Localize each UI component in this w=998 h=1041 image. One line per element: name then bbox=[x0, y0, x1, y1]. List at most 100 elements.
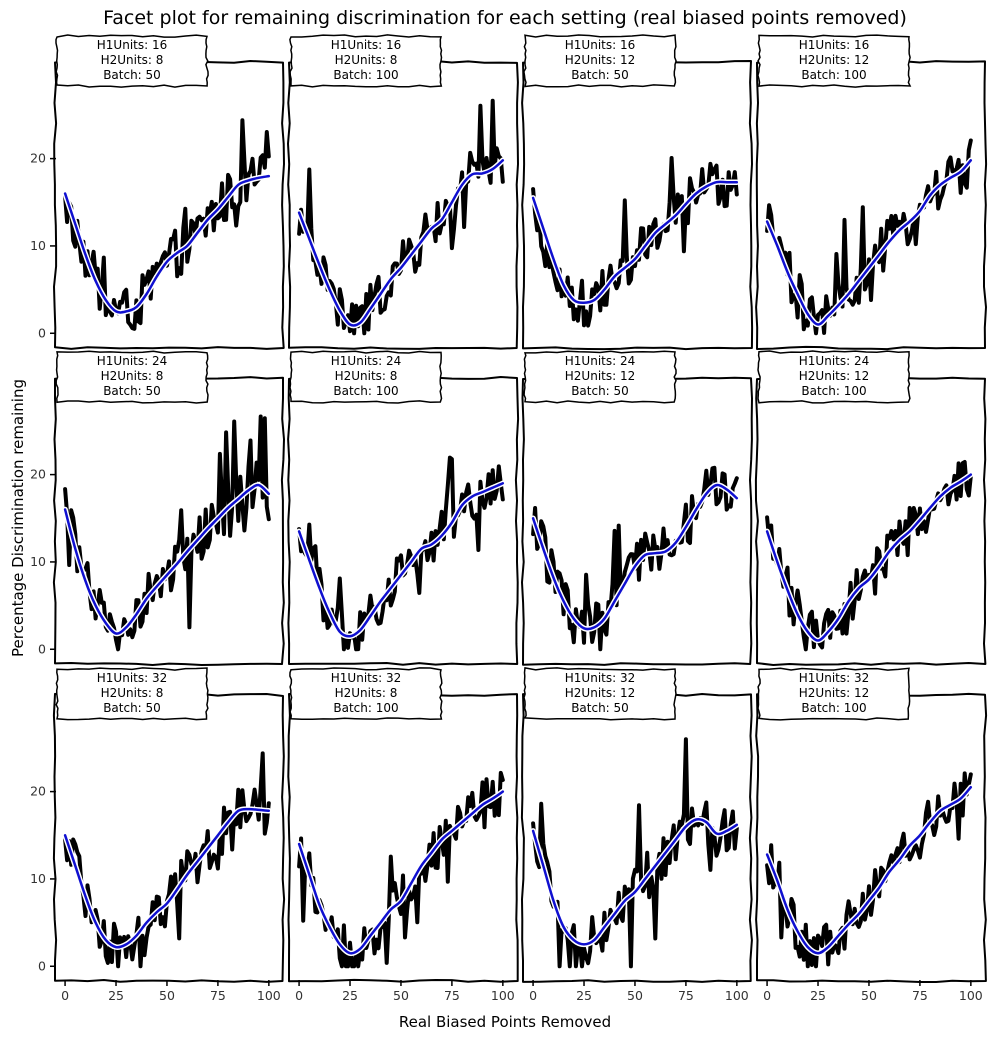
smoothed-series-halo bbox=[62, 806, 272, 951]
facet-label-box bbox=[757, 667, 911, 721]
facet-label-h2: H2Units: 8 bbox=[101, 369, 164, 383]
raw-series-line bbox=[765, 460, 973, 652]
facet-frame bbox=[755, 692, 988, 983]
y-tick-label: 10 bbox=[30, 554, 46, 569]
facet-label-h1: H1Units: 16 bbox=[799, 38, 869, 52]
facet-label-h2: H2Units: 8 bbox=[335, 369, 398, 383]
facet-label-h2: H2Units: 8 bbox=[335, 686, 398, 700]
x-tick-label: 100 bbox=[725, 988, 749, 1003]
facet-label-h2: H2Units: 12 bbox=[565, 369, 635, 383]
raw-series-line bbox=[765, 771, 973, 969]
x-tick-label: 100 bbox=[257, 988, 281, 1003]
facet-frame bbox=[52, 376, 285, 666]
facet-label-h1: H1Units: 24 bbox=[565, 354, 635, 368]
y-tick-label: 0 bbox=[38, 641, 46, 656]
x-axis-label: Real Biased Points Removed bbox=[399, 1013, 611, 1031]
facet-label-box bbox=[55, 34, 209, 88]
facet-label-batch: Batch: 100 bbox=[333, 701, 398, 715]
facet-label-h2: H2Units: 12 bbox=[565, 686, 635, 700]
facet-label-h2: H2Units: 8 bbox=[101, 686, 164, 700]
raw-series-line bbox=[531, 156, 739, 328]
y-tick-label: 0 bbox=[38, 958, 46, 973]
facet-label-box bbox=[523, 350, 677, 404]
smoothed-series-line bbox=[531, 818, 739, 946]
x-tick-label: 100 bbox=[959, 988, 983, 1003]
facet-label-batch: Batch: 50 bbox=[571, 701, 629, 715]
facet-frame bbox=[754, 376, 987, 666]
y-tick-label: 20 bbox=[30, 467, 46, 482]
facet-label-batch: Batch: 100 bbox=[801, 384, 866, 398]
facet-label-h2: H2Units: 12 bbox=[565, 53, 635, 67]
raw-series-line bbox=[63, 751, 271, 969]
smoothed-series-line bbox=[63, 174, 271, 314]
facet-label-box bbox=[523, 667, 677, 721]
facet-frame bbox=[755, 60, 988, 351]
facet-label-box bbox=[55, 350, 209, 404]
facet-frame bbox=[287, 693, 519, 983]
facet-label-h2: H2Units: 8 bbox=[101, 53, 164, 67]
facet-label-h1: H1Units: 24 bbox=[799, 354, 869, 368]
smoothed-series-line bbox=[765, 785, 973, 955]
facet-frame bbox=[52, 692, 286, 983]
x-tick-label: 25 bbox=[342, 988, 358, 1003]
facet-label-batch: Batch: 50 bbox=[571, 384, 629, 398]
facet-label-batch: Batch: 100 bbox=[801, 701, 866, 715]
raw-series-line bbox=[63, 118, 271, 331]
y-tick-label: 0 bbox=[38, 325, 46, 340]
x-tick-label: 0 bbox=[295, 988, 303, 1003]
x-tick-label: 75 bbox=[444, 988, 460, 1003]
x-tick-label: 75 bbox=[210, 988, 226, 1003]
y-tick-label: 20 bbox=[30, 784, 46, 799]
facet-label-batch: Batch: 50 bbox=[103, 68, 161, 82]
facet-label-h1: H1Units: 16 bbox=[565, 38, 635, 52]
facet-label-h2: H2Units: 12 bbox=[799, 53, 869, 67]
smoothed-series-line bbox=[297, 790, 505, 955]
x-tick-label: 25 bbox=[576, 988, 592, 1003]
facet-label-h2: H2Units: 8 bbox=[335, 53, 398, 67]
raw-series-line bbox=[297, 770, 505, 969]
x-tick-label: 75 bbox=[678, 988, 694, 1003]
facet-label-box bbox=[289, 667, 443, 721]
x-tick-label: 0 bbox=[763, 988, 771, 1003]
x-tick-label: 100 bbox=[491, 988, 515, 1003]
facet-label-h1: H1Units: 16 bbox=[97, 38, 167, 52]
facet-label-box bbox=[757, 350, 911, 404]
smoothed-series-line bbox=[765, 159, 973, 326]
y-axis-label: Percentage Discrimination remaining bbox=[9, 379, 27, 657]
x-tick-label: 25 bbox=[810, 988, 826, 1003]
smoothed-series-halo bbox=[62, 173, 272, 316]
x-tick-label: 25 bbox=[108, 988, 124, 1003]
facet-label-h1: H1Units: 16 bbox=[331, 38, 401, 52]
raw-series-line bbox=[63, 414, 271, 652]
y-tick-label: 20 bbox=[30, 151, 46, 166]
facet-label-h1: H1Units: 32 bbox=[97, 671, 167, 685]
x-tick-label: 50 bbox=[393, 988, 409, 1003]
facet-frame bbox=[53, 60, 285, 350]
facet-label-batch: Batch: 50 bbox=[103, 701, 161, 715]
facet-label-batch: Batch: 50 bbox=[571, 68, 629, 82]
x-tick-label: 50 bbox=[861, 988, 877, 1003]
facet-frame bbox=[287, 59, 519, 350]
smoothed-series-line bbox=[531, 180, 739, 304]
smoothed-series-line bbox=[297, 482, 505, 638]
facet-label-h1: H1Units: 24 bbox=[97, 354, 167, 368]
facet-label-batch: Batch: 100 bbox=[333, 384, 398, 398]
x-tick-label: 0 bbox=[529, 988, 537, 1003]
y-tick-label: 10 bbox=[30, 871, 46, 886]
facet-label-h1: H1Units: 24 bbox=[331, 354, 401, 368]
x-tick-label: 50 bbox=[627, 988, 643, 1003]
smoothed-series-line bbox=[531, 483, 739, 631]
x-tick-label: 0 bbox=[61, 988, 69, 1003]
smoothed-series-line bbox=[63, 483, 271, 635]
facet-label-h1: H1Units: 32 bbox=[331, 671, 401, 685]
